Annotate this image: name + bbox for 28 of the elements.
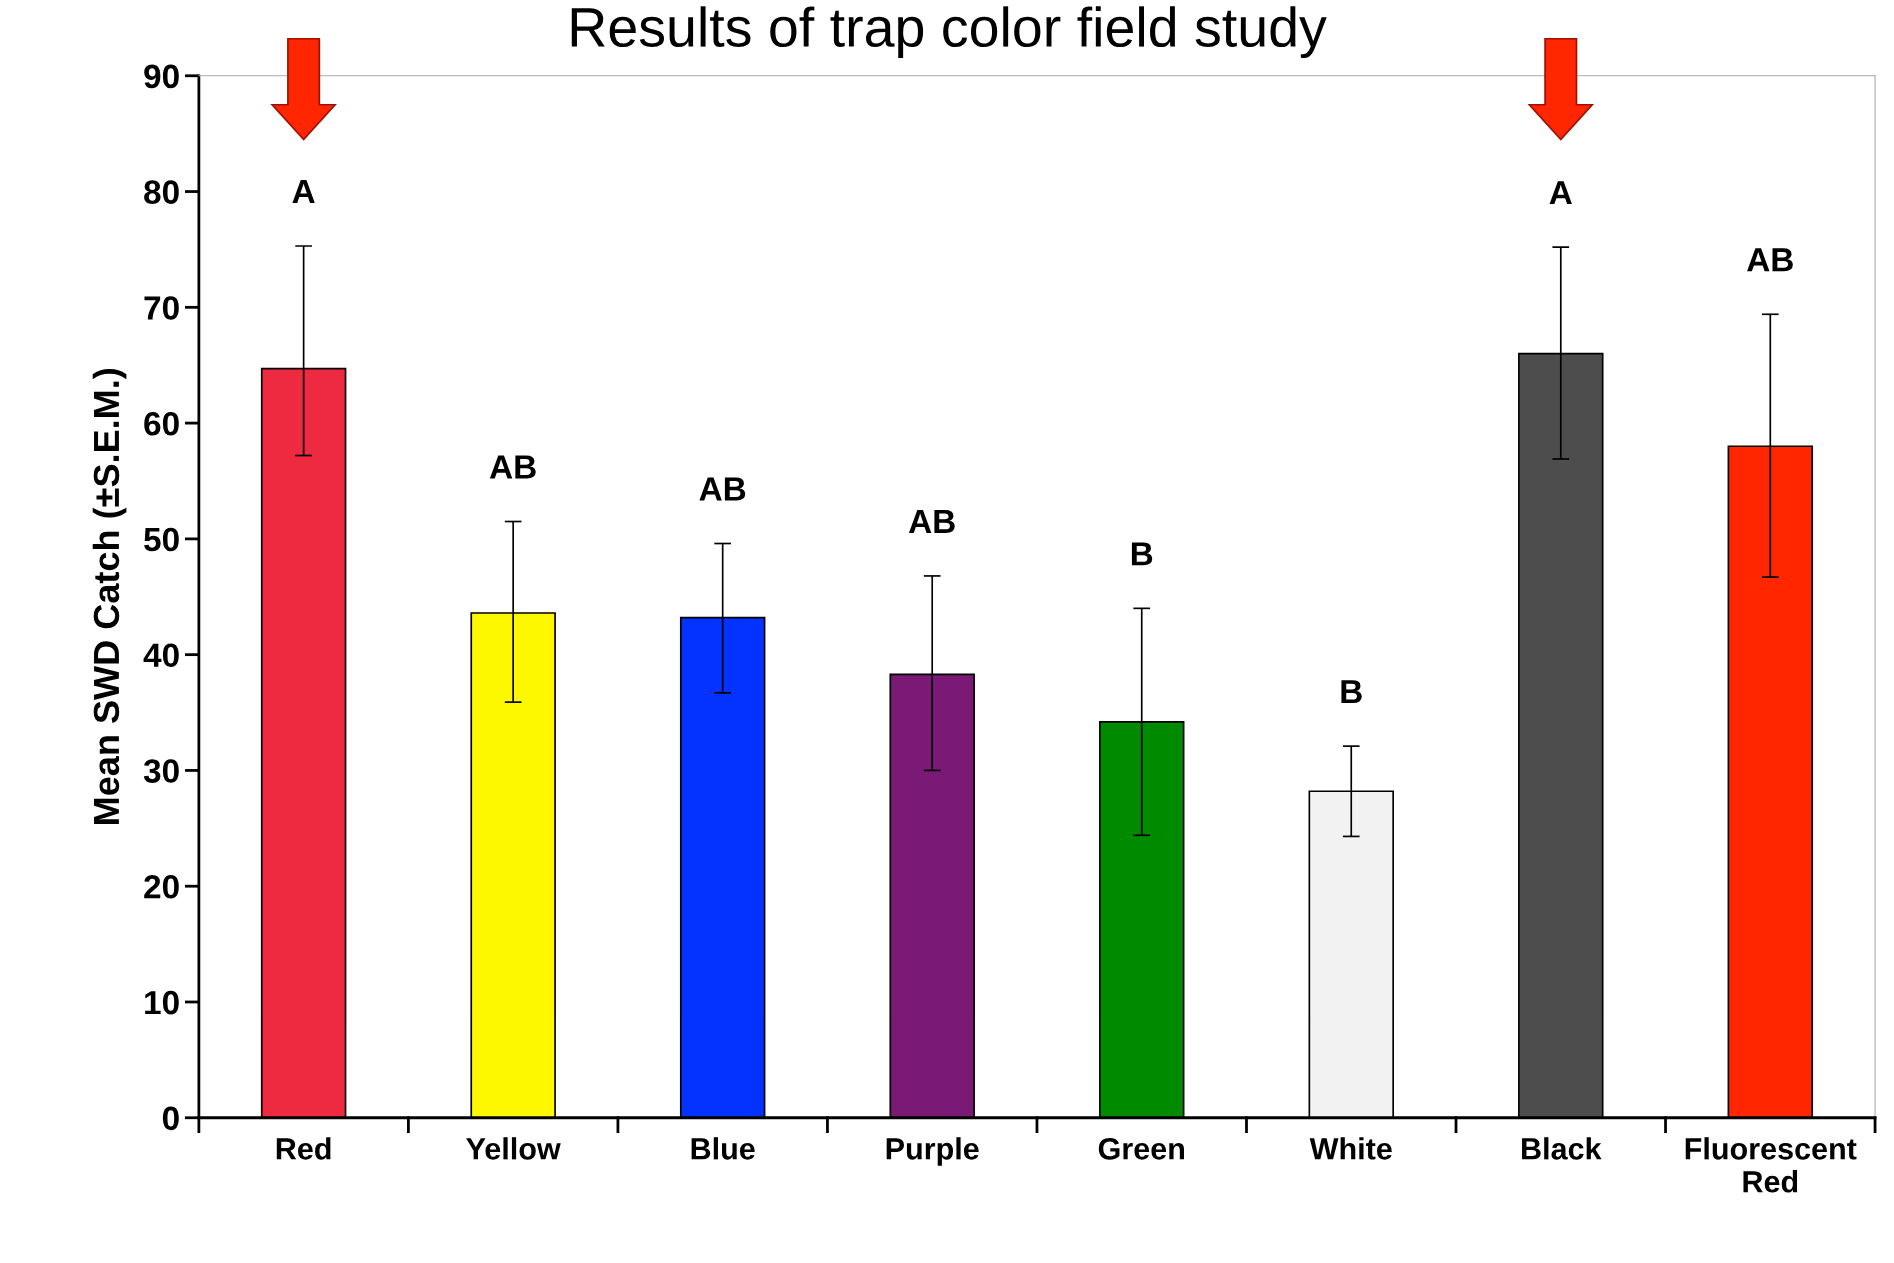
x-tick-label: Yellow <box>466 1137 561 1160</box>
x-tick-label: Black <box>1522 1137 1602 1160</box>
y-tick-label: 20 <box>144 875 179 899</box>
x-tick-label: White <box>1309 1137 1392 1160</box>
y-tick-label: 30 <box>143 759 179 783</box>
annotation: A <box>292 180 315 203</box>
annotation: AB <box>489 455 536 479</box>
x-tick-label: Blue <box>691 1137 755 1160</box>
x-tick-label: Purple <box>886 1137 979 1166</box>
x-tick-label: Green <box>1098 1138 1184 1160</box>
annotation: AB <box>699 477 746 501</box>
annotation: B <box>1131 542 1153 566</box>
y-tick-label: 60 <box>144 411 179 436</box>
annotation: B <box>1341 680 1362 704</box>
y-tick-label: 50 <box>144 527 179 552</box>
y-tick-label: 10 <box>145 990 179 1015</box>
y-tick-label: 40 <box>143 643 179 668</box>
chart-title: Results of trap color field study <box>571 6 1327 59</box>
y-tick-label: 0 <box>162 1106 179 1131</box>
annotation: AB <box>1747 248 1793 272</box>
y-axis-title: Mean SWD Catch (±S.E.M.) <box>92 368 127 824</box>
y-tick-label: 80 <box>144 180 179 204</box>
y-tick-label: 90 <box>144 64 179 89</box>
x-tick-label: Red <box>276 1137 331 1160</box>
x-tick-label: Fluorescent Red <box>1685 1137 1857 1193</box>
y-tick-label: 70 <box>144 296 179 320</box>
annotation: AB <box>908 509 955 533</box>
annotation: A <box>1549 181 1572 205</box>
